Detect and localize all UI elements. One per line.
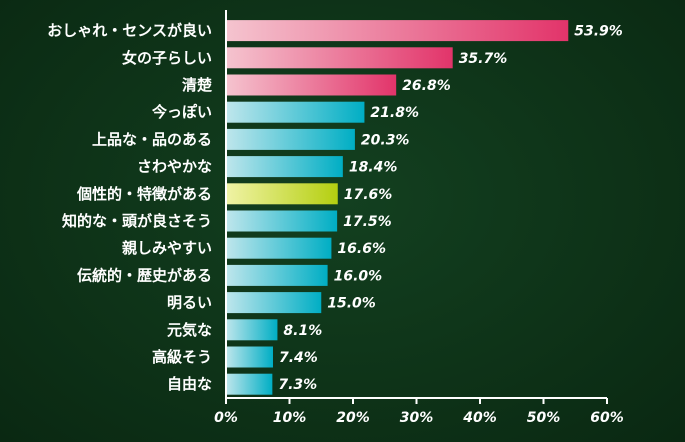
bar bbox=[226, 47, 453, 69]
category-label: 元気な bbox=[167, 321, 212, 339]
category-label: 高級そう bbox=[152, 348, 212, 366]
bar bbox=[226, 20, 569, 42]
value-label: 16.6% bbox=[337, 241, 386, 257]
bar bbox=[226, 264, 328, 286]
value-label: 17.5% bbox=[343, 214, 392, 230]
category-label: さわやかな bbox=[137, 158, 212, 176]
value-label: 21.8% bbox=[370, 105, 419, 121]
bar bbox=[226, 74, 397, 96]
category-label: 女の子らしい bbox=[122, 49, 212, 67]
value-label: 7.3% bbox=[278, 377, 317, 393]
bar bbox=[226, 210, 338, 232]
category-label: 知的な・頭が良さそう bbox=[62, 212, 212, 230]
bar bbox=[226, 183, 338, 205]
x-tick-label: 0% bbox=[214, 410, 238, 426]
value-label: 53.9% bbox=[574, 24, 623, 40]
category-label: おしゃれ・センスが良い bbox=[47, 22, 212, 40]
bar bbox=[226, 373, 273, 395]
value-label: 20.3% bbox=[361, 132, 410, 148]
bar bbox=[226, 128, 355, 150]
value-label: 16.0% bbox=[334, 268, 383, 284]
value-label: 17.6% bbox=[344, 187, 393, 203]
category-label: 清楚 bbox=[182, 76, 213, 94]
x-tick-label: 60% bbox=[590, 410, 624, 426]
x-tick-label: 50% bbox=[527, 410, 561, 426]
value-label: 35.7% bbox=[459, 51, 508, 67]
value-labels: 53.9% 35.7% 26.8% 21.8% 20.3% 18.4% 17.6% 17.5%… bbox=[278, 24, 622, 394]
category-label: 伝統的・歴史がある bbox=[77, 266, 212, 284]
bar bbox=[226, 156, 343, 178]
bars-group bbox=[226, 20, 569, 395]
x-tick-label: 10% bbox=[273, 410, 307, 426]
bar bbox=[226, 319, 278, 341]
category-label: 個性的・特徴がある bbox=[76, 185, 212, 203]
bar bbox=[226, 237, 332, 259]
value-label: 8.1% bbox=[283, 323, 322, 339]
value-label: 26.8% bbox=[402, 78, 451, 94]
category-label: 明るい bbox=[167, 294, 212, 312]
category-label: 今っぽい bbox=[151, 103, 212, 121]
value-label: 18.4% bbox=[349, 160, 398, 176]
x-tick-label: 30% bbox=[400, 410, 434, 426]
value-label: 7.4% bbox=[279, 350, 318, 366]
category-label: 自由な bbox=[167, 375, 212, 393]
x-tick-label: 40% bbox=[462, 410, 497, 426]
bar bbox=[226, 292, 322, 314]
category-label: 上品な・品のある bbox=[92, 130, 212, 148]
bar bbox=[226, 101, 365, 123]
value-label: 15.0% bbox=[327, 296, 376, 312]
x-tick-label: 20% bbox=[336, 410, 370, 426]
x-axis-ticks: 0% 10% 20% 30% 40% 50% 60% bbox=[214, 398, 624, 426]
bar bbox=[226, 346, 273, 368]
category-labels: おしゃれ・センスが良い女の子らしい清楚今っぽい上品な・品のあるさわやかな個性的・… bbox=[47, 22, 213, 394]
category-label: 親しみやすい bbox=[122, 239, 212, 257]
